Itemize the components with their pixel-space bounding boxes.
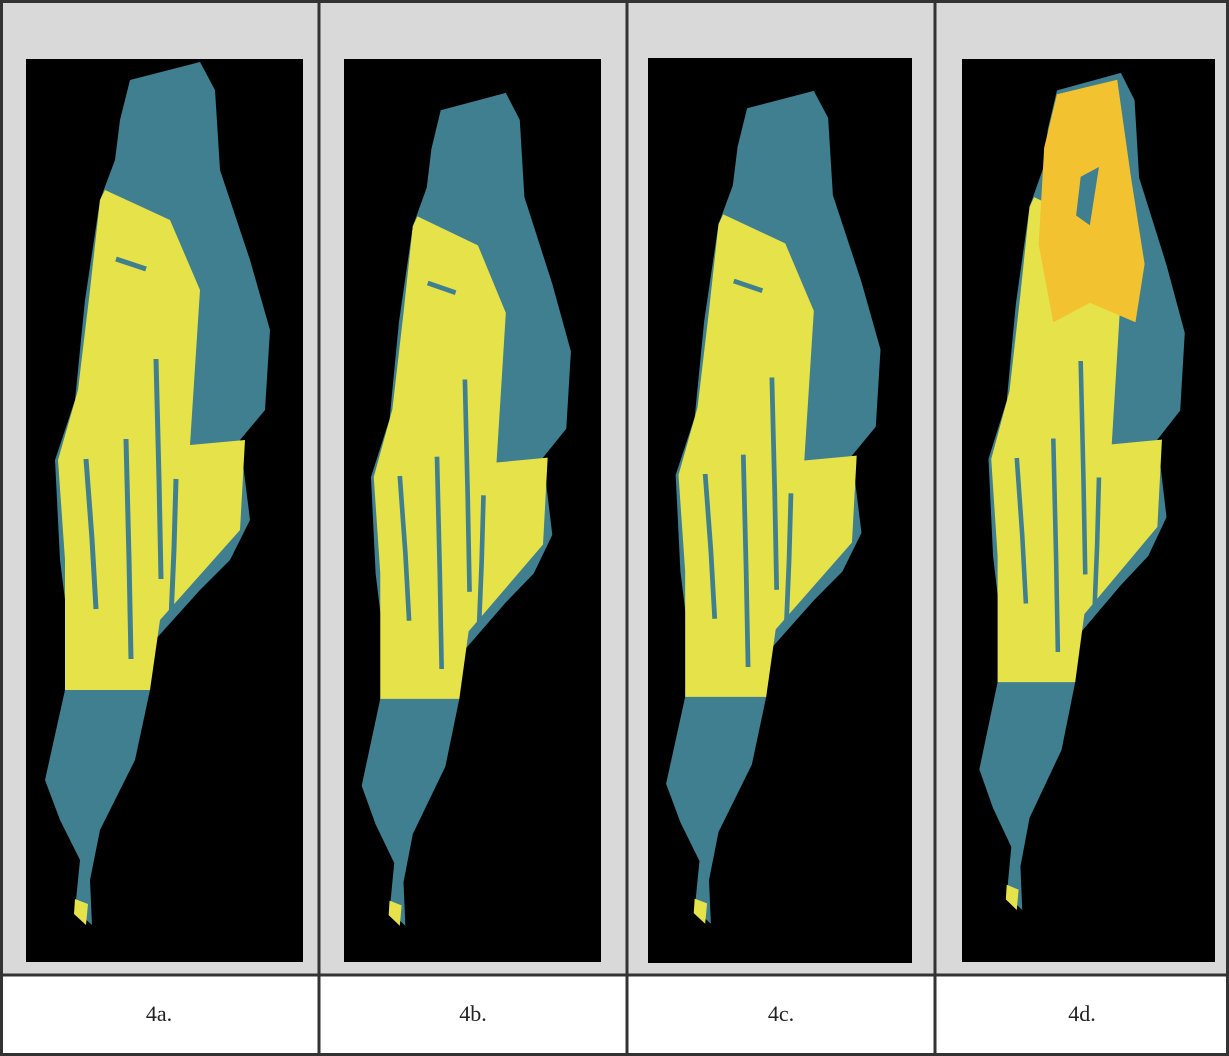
caption: 4b. <box>459 1001 487 1026</box>
panel-4a <box>26 59 303 962</box>
caption: 4a. <box>146 1001 172 1026</box>
caption: 4d. <box>1068 1001 1096 1026</box>
panel-4b <box>344 59 601 962</box>
map <box>979 73 1184 910</box>
caption: 4c. <box>768 1001 794 1026</box>
panel-4d <box>962 59 1215 962</box>
panel-4c <box>648 58 912 963</box>
caption-row <box>0 975 1229 1056</box>
